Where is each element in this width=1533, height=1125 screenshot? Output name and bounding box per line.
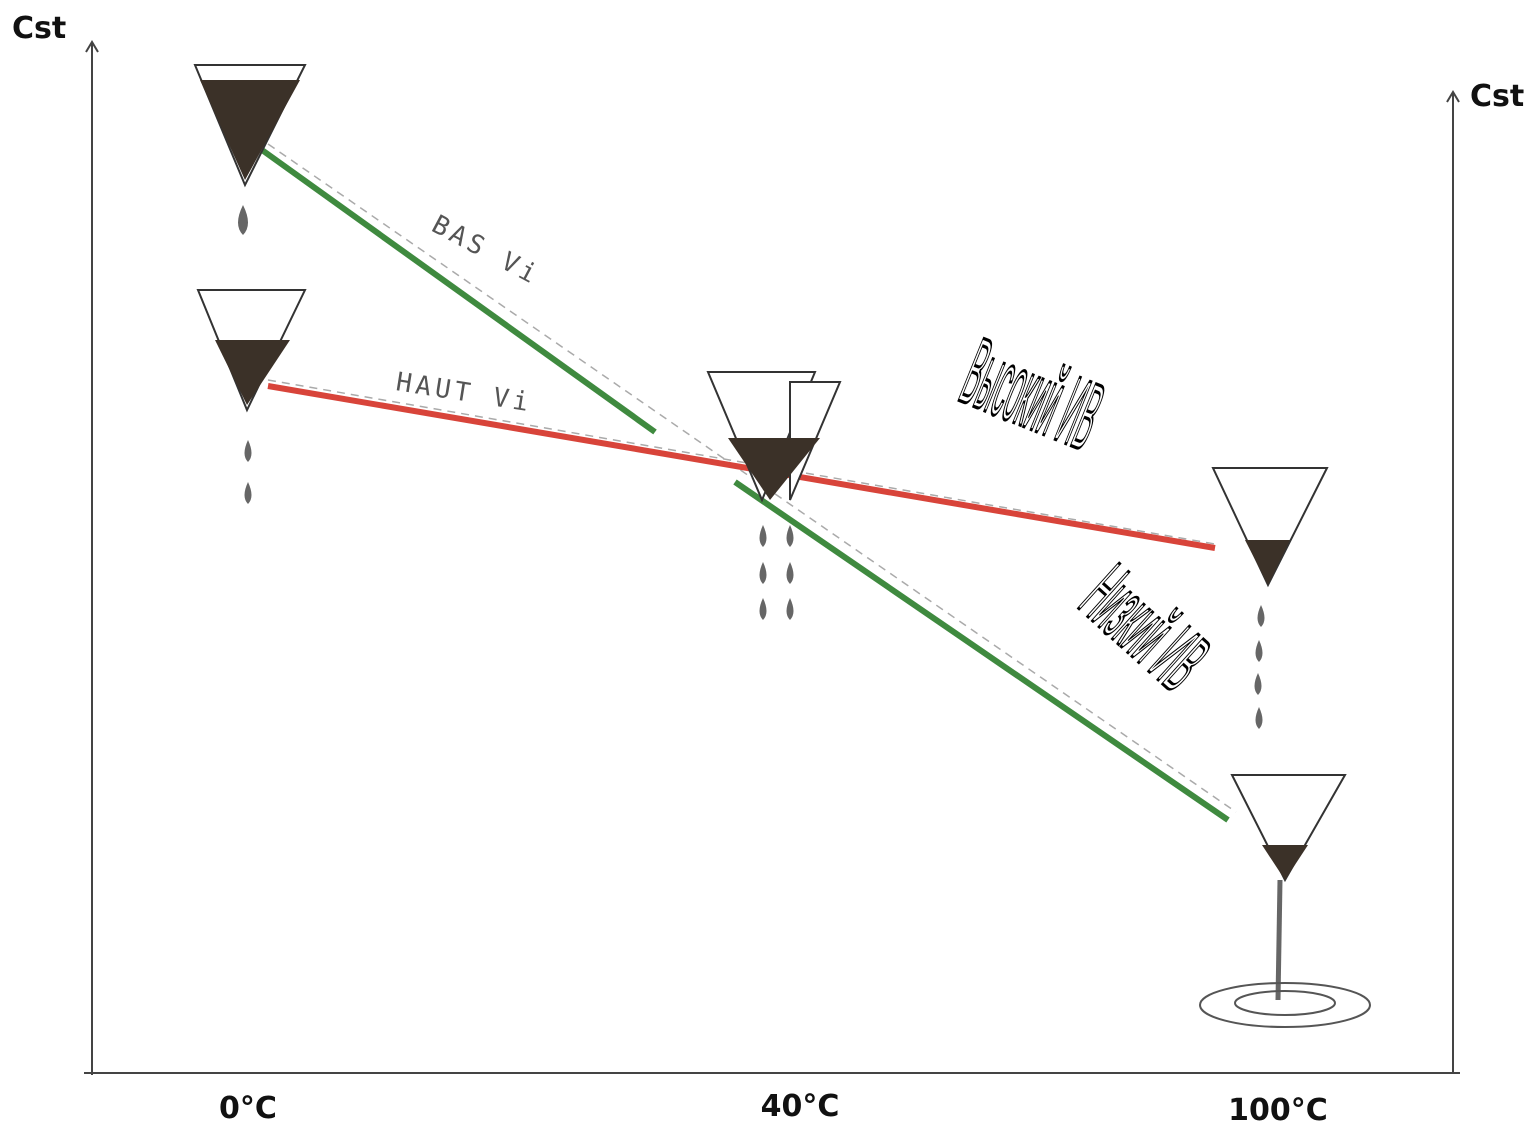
x-label: 0°C [219, 1091, 277, 1125]
axes [84, 40, 1460, 1075]
annotation: Низкий ИВ [1064, 547, 1227, 708]
high-vi-line [267, 379, 1216, 551]
low-vi-line [260, 143, 1237, 823]
annotation: Высокий ИВ [949, 318, 1117, 470]
funnels [193, 64, 1371, 1028]
left-axis-label: Cst [12, 11, 66, 46]
x-label: 100°C [1228, 1093, 1328, 1125]
right-axis-label: Cst [1470, 79, 1524, 114]
x-label: 40°C [761, 1089, 840, 1124]
